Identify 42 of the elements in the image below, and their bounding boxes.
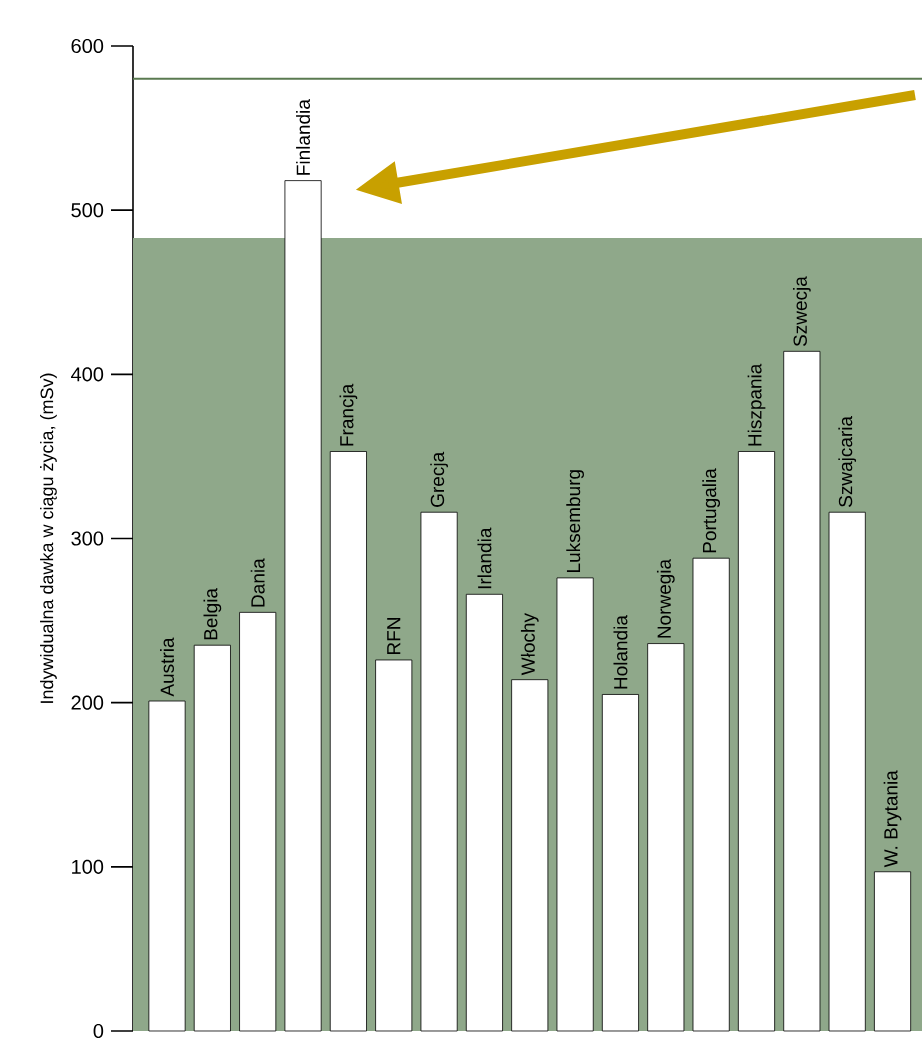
x-tick-label: Grecja xyxy=(430,451,448,507)
bar xyxy=(284,180,322,1032)
x-tick-label: Portugalia xyxy=(702,468,721,553)
bar xyxy=(828,511,866,1032)
y-tick-label: 100 xyxy=(72,859,104,874)
bar xyxy=(420,511,458,1032)
bar xyxy=(239,611,277,1032)
x-tick-label: Belgia xyxy=(203,588,222,640)
x-tick-label: Austria xyxy=(160,637,174,697)
bar xyxy=(601,694,639,1032)
bar xyxy=(193,644,231,1032)
x-tick-label: W. Brytania xyxy=(883,770,902,868)
y-tick-label: 500 xyxy=(71,203,104,218)
x-tick-label: Holandia xyxy=(613,615,628,689)
x-tick-label: Luksemburg xyxy=(566,470,584,572)
bar xyxy=(692,557,730,1032)
bar xyxy=(375,659,413,1032)
bar xyxy=(556,577,594,1032)
x-tick-label: Dania xyxy=(250,558,265,607)
x-tick-label: Francja xyxy=(339,383,358,446)
bar xyxy=(647,643,685,1032)
bar xyxy=(465,593,503,1032)
bar xyxy=(329,451,367,1032)
y-tick-label: 400 xyxy=(71,367,104,382)
bar xyxy=(783,350,821,1032)
x-tick-label: Szwecja xyxy=(792,276,811,347)
y-tick-label: 0 xyxy=(93,1023,104,1039)
x-tick-label: Włochy xyxy=(520,613,539,676)
bar xyxy=(148,700,186,1032)
bar xyxy=(737,451,776,1032)
x-tick-label: Szwajcaria xyxy=(838,415,857,507)
y-axis-title: Indywidualna dawka w ciągu życia, (mSv) xyxy=(40,373,57,703)
x-tick-label: Norwegia xyxy=(656,558,675,638)
x-tick-label: Hiszpania xyxy=(747,363,766,446)
x-tick-label: RFN xyxy=(387,618,401,655)
y-tick-label: 600 xyxy=(71,38,104,54)
bar xyxy=(511,679,549,1032)
bar xyxy=(874,871,912,1032)
x-tick-label: Finlandia xyxy=(296,99,311,175)
x-tick-label: Irlandia xyxy=(477,527,492,589)
y-tick-label: 200 xyxy=(71,695,104,710)
y-tick-label: 300 xyxy=(71,531,104,546)
